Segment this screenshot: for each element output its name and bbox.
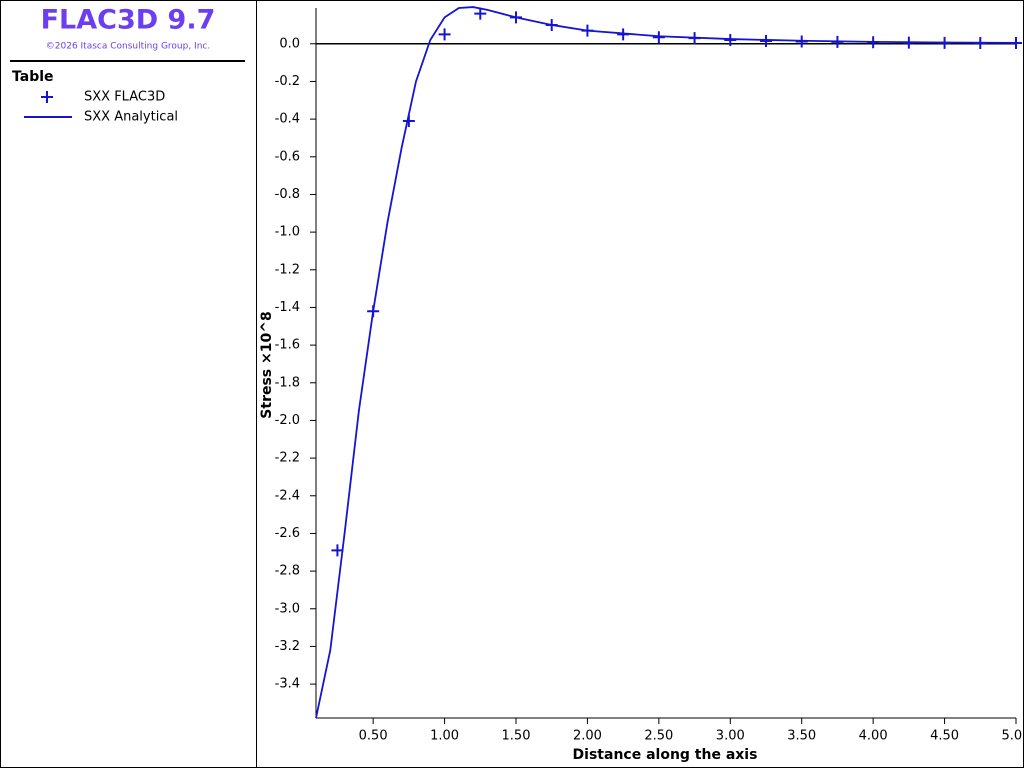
- y-tick-label: -0.2: [275, 74, 300, 89]
- y-tick-label: -2.6: [275, 526, 300, 541]
- legend-marker: [41, 91, 53, 103]
- legend-title: Table: [12, 69, 54, 85]
- y-tick-label: -2.2: [275, 451, 300, 466]
- x-axis-label: Distance along the axis: [573, 747, 758, 763]
- y-tick-label: -2.4: [275, 488, 300, 503]
- y-tick-label: -0.4: [275, 112, 300, 127]
- y-tick-label: -1.2: [275, 262, 300, 277]
- y-tick-label: 0.0: [279, 36, 300, 51]
- y-tick-label: -3.4: [275, 677, 300, 692]
- data-point: [760, 34, 772, 47]
- app-title: FLAC3D 9.7: [41, 5, 216, 36]
- y-axis-label: Stress ×10^8: [259, 311, 275, 418]
- y-tick-label: -1.8: [275, 375, 300, 390]
- y-tick-label: -2.0: [275, 413, 300, 428]
- legend-label: SXX FLAC3D: [84, 90, 165, 105]
- y-tick-label: -0.8: [275, 187, 300, 202]
- data-point: [474, 7, 487, 20]
- x-tick-label: 2.00: [573, 729, 602, 744]
- y-tick-label: -2.8: [275, 564, 300, 579]
- x-tick-label: 1.00: [430, 729, 459, 744]
- y-tick-label: -1.4: [275, 300, 300, 315]
- copyright: ©2026 Itasca Consulting Group, Inc.: [46, 42, 210, 52]
- x-tick-label: 0.50: [359, 729, 388, 744]
- y-tick-label: -0.6: [275, 149, 300, 164]
- x-tick-label: 2.50: [644, 729, 673, 744]
- data-point: [331, 544, 344, 557]
- x-tick-label: 4.50: [930, 729, 959, 744]
- data-line: [315, 6, 1017, 719]
- data-point: [438, 28, 451, 41]
- y-tick-label: -3.0: [275, 601, 300, 616]
- x-tick-label: 3.00: [716, 729, 745, 744]
- y-tick-label: -1.0: [275, 225, 300, 240]
- y-tick-label: -3.2: [275, 639, 300, 654]
- x-tick-label: 4.00: [859, 729, 888, 744]
- x-tick-label: 1.50: [502, 729, 531, 744]
- y-tick-label: -1.6: [275, 338, 300, 353]
- x-tick-label: 5.00: [1002, 729, 1024, 744]
- x-tick-label: 3.50: [787, 729, 816, 744]
- legend-label: SXX Analytical: [84, 110, 178, 125]
